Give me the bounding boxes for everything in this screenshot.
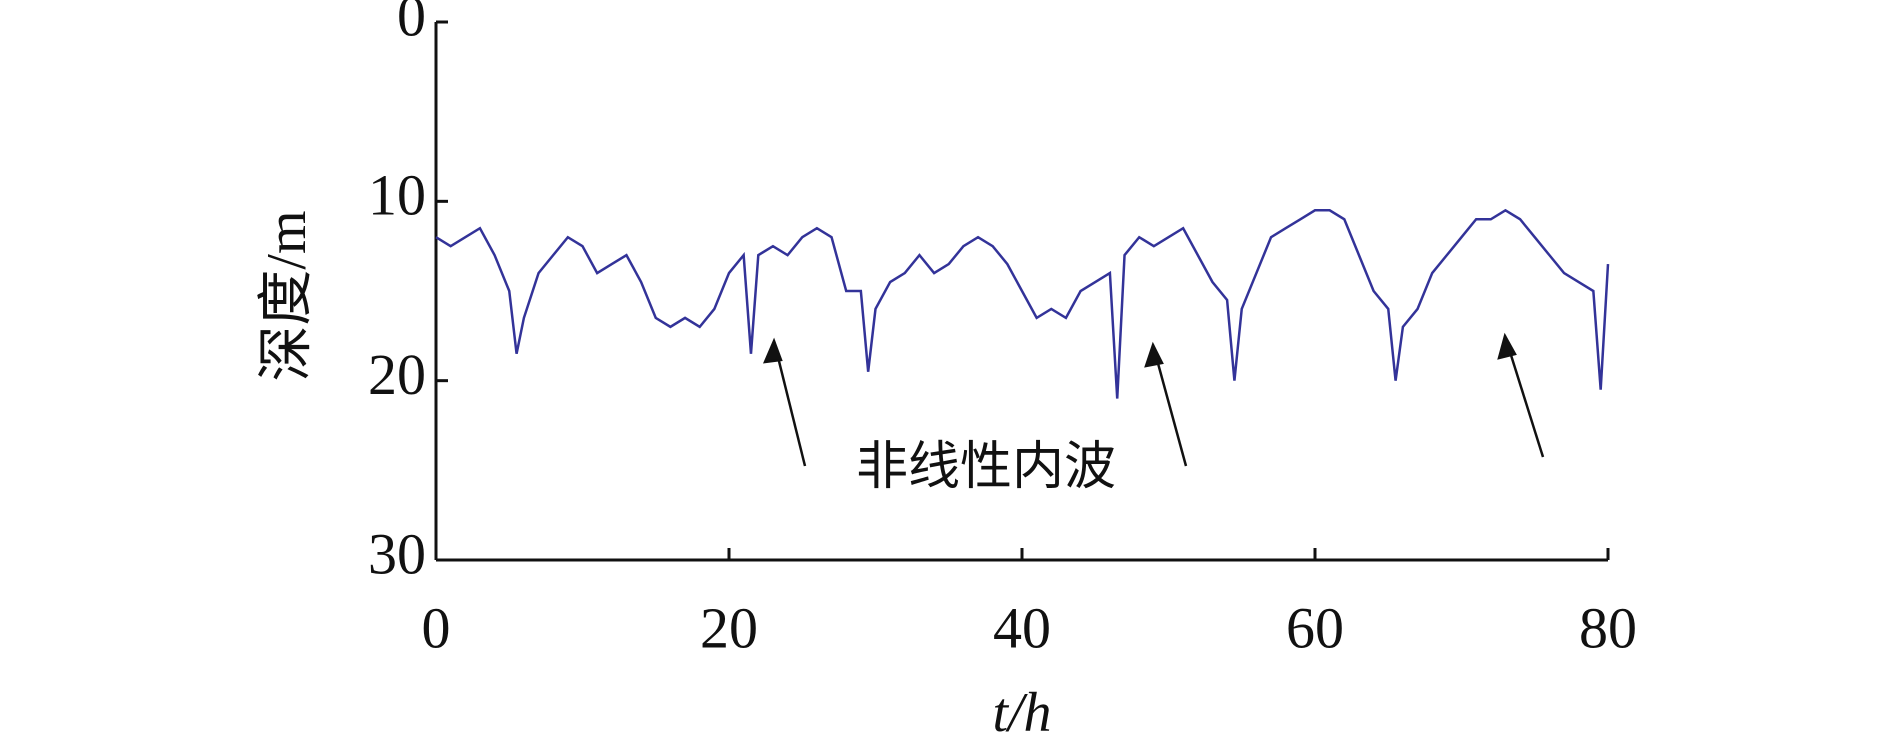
arrow-head — [1144, 341, 1164, 368]
arrow-head — [1497, 332, 1517, 360]
annotation: 非线性内波 — [856, 437, 1116, 497]
y-tick-label: 20 — [368, 342, 426, 407]
x-axis-title: t/h — [992, 682, 1051, 744]
y-tick-label: 10 — [368, 163, 426, 228]
y-axis-title: 深度/m — [256, 210, 318, 381]
x-tick-label: 60 — [1286, 595, 1344, 660]
x-tick-label: 0 — [422, 595, 451, 660]
arrow — [1151, 344, 1188, 467]
y-tick-label: 0 — [397, 0, 426, 48]
arrows — [762, 332, 1545, 467]
series-line — [435, 208, 1610, 399]
arrow-head — [762, 337, 783, 364]
y-tick-label: 30 — [368, 521, 426, 586]
x-tick-label: 80 — [1579, 595, 1637, 660]
x-tick-label: 20 — [700, 595, 758, 660]
arrow — [772, 340, 807, 467]
x-tick-label: 40 — [993, 595, 1051, 660]
